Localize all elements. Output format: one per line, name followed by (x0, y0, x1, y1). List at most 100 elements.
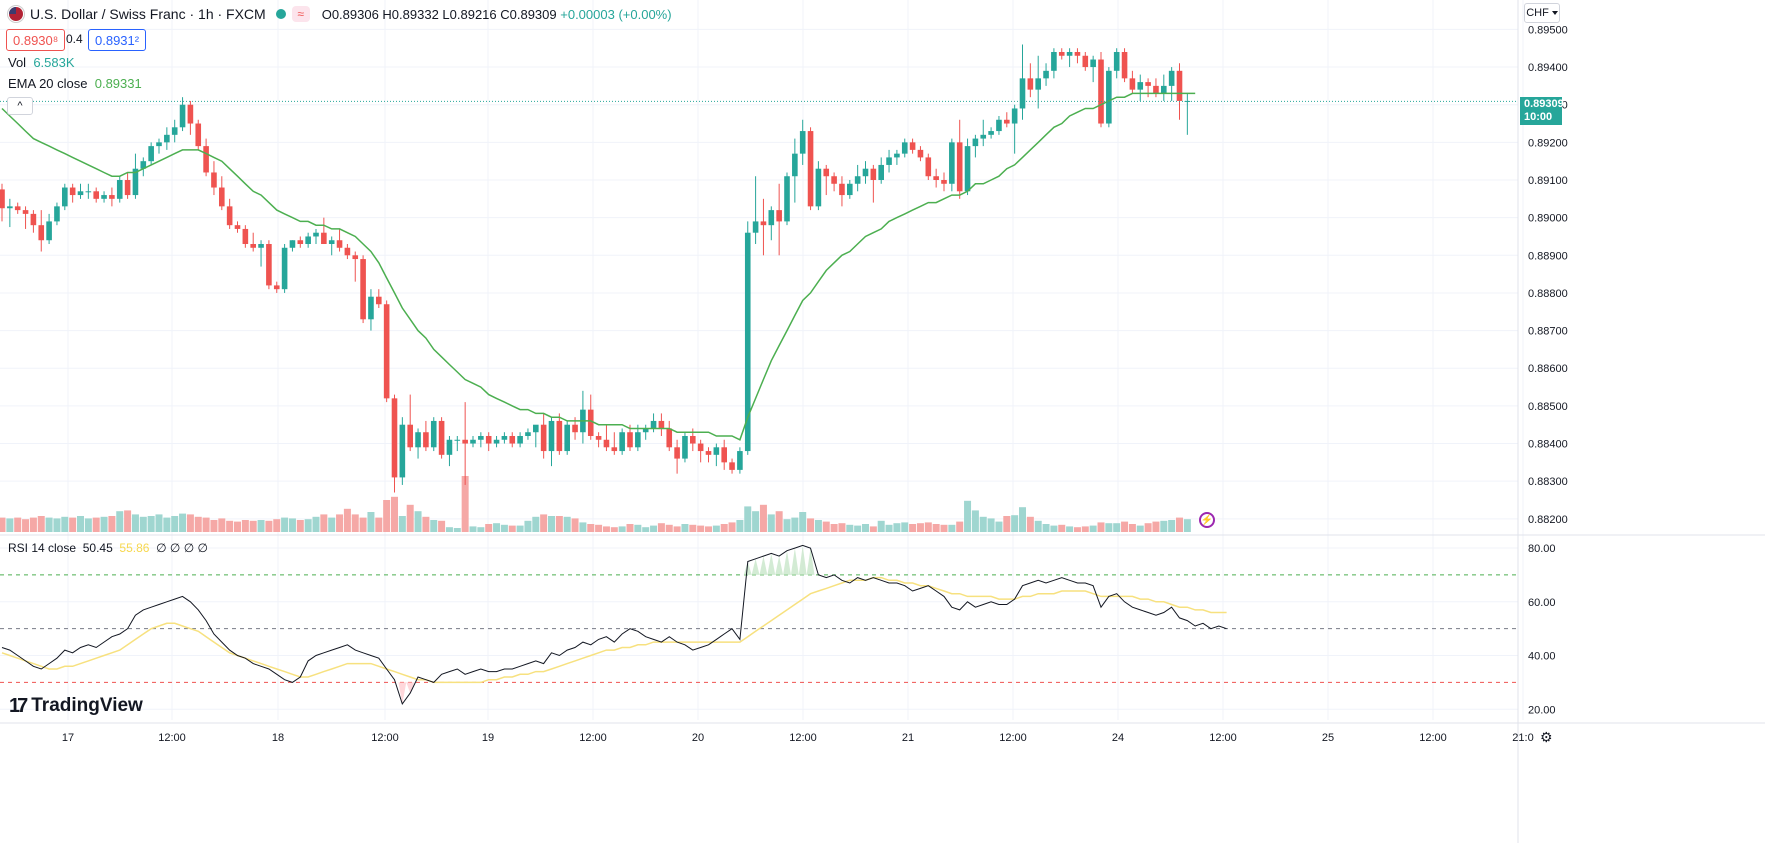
rsi-legend[interactable]: RSI 14 close 50.45 55.86 ∅ ∅ ∅ ∅ (8, 541, 208, 555)
candle-body (611, 447, 618, 452)
rsi-tick-label: 60.00 (1528, 597, 1556, 609)
candle-body (972, 138, 979, 147)
currency-selector[interactable]: CHF (1524, 3, 1560, 23)
candle-body (501, 436, 508, 440)
volume-bar (1081, 526, 1089, 532)
volume-bar (932, 524, 940, 532)
candle-body (572, 424, 578, 433)
tradingview-logo[interactable]: 17 TradingView (9, 692, 143, 720)
volume-bar (579, 522, 587, 532)
symbol-title[interactable]: U.S. Dollar / Swiss Franc · 1h · FXCM (30, 6, 266, 22)
candle-body (595, 436, 602, 440)
rsi-overbought-fill (743, 545, 815, 575)
lightning-icon[interactable]: ⚡ (1199, 512, 1215, 528)
candle-body (752, 221, 759, 233)
candle-body (956, 142, 963, 192)
candle-body (1004, 119, 1010, 124)
candle-body (658, 420, 665, 429)
candle-body (548, 420, 555, 452)
candle-body (988, 131, 994, 135)
candle-body (627, 432, 633, 448)
volume-bar (909, 524, 917, 532)
market-open-dot-icon (275, 9, 286, 19)
candle-body (407, 424, 413, 448)
sell-price-button[interactable]: 0.8930⁸ (6, 29, 66, 51)
candle-body (132, 168, 139, 196)
candle-body (603, 439, 610, 448)
rsi-tick-label: 20.00 (1528, 704, 1556, 716)
collapse-legend-button[interactable]: ^ (7, 97, 33, 115)
volume-bar (1136, 525, 1144, 532)
volume-bar (948, 524, 956, 532)
candle-body (894, 153, 900, 158)
candle-body (713, 447, 720, 455)
volume-bar (1144, 523, 1152, 532)
candle-body (22, 210, 29, 214)
volume-bar (234, 521, 241, 532)
volume-bar (383, 500, 391, 532)
buy-price-button[interactable]: 0.8931² (88, 29, 147, 51)
volume-bar (155, 514, 163, 532)
rsi-ma-value: 55.86 (119, 541, 150, 555)
volume-bar (979, 516, 987, 532)
volume-bar (1168, 520, 1176, 532)
candle-body (1129, 78, 1136, 90)
volume-bar (14, 517, 22, 532)
candle-body (187, 104, 194, 124)
price-tick-label: 0.88900 (1528, 250, 1568, 262)
volume-legend[interactable]: Vol 6.583K (8, 55, 75, 70)
vol-value: 6.583K (33, 55, 75, 70)
candle-body (368, 296, 374, 320)
volume-bar (940, 524, 948, 532)
candle-body (831, 176, 837, 184)
price-tick-label: 0.89500 (1528, 24, 1568, 36)
volume-bar (485, 524, 493, 532)
volume-bar (807, 518, 815, 532)
settings-gear-icon[interactable]: ⚙ (1540, 729, 1553, 745)
ohlc-prefix: O0.89306 H0.89332 L0.89216 C0.89309 (321, 6, 557, 22)
time-tick-label: 12:00 (579, 732, 607, 744)
volume-bar (22, 519, 30, 532)
volume-bar (281, 517, 289, 532)
candle-body (376, 296, 382, 305)
volume-bar (147, 516, 155, 532)
volume-bar (665, 524, 673, 532)
volume-bar (249, 520, 257, 532)
volume-bar (391, 496, 398, 532)
volume-bar (571, 518, 579, 532)
candle-body (266, 244, 272, 286)
volume-bar (752, 511, 760, 532)
volume-bar (705, 526, 712, 532)
ema-legend[interactable]: EMA 20 close 0.89331 (8, 76, 142, 91)
candle-body (109, 195, 115, 199)
candle-body (0, 189, 5, 209)
vol-label: Vol (8, 55, 27, 70)
volume-bar (799, 512, 807, 532)
candle-body (281, 247, 288, 290)
rsi-axis: 80.00 60.00 40.00 20.00 (1528, 543, 1556, 716)
volume-bar (759, 504, 767, 532)
wave-icon[interactable]: ≈ (291, 6, 310, 22)
candle-body (250, 244, 256, 248)
candle-body (807, 131, 814, 207)
candle-body (1161, 85, 1167, 94)
volume-bar (367, 512, 375, 532)
candle-body (1051, 52, 1057, 71)
candle-body (564, 424, 570, 452)
candle-body (839, 183, 845, 196)
logo-mark: 17 (9, 694, 28, 717)
last-price-label: 0.89309 (1524, 98, 1564, 110)
volume-bar (657, 523, 665, 532)
time-tick-label: 12:00 (158, 732, 186, 744)
rsi-tick-label: 80.00 (1528, 543, 1556, 555)
volume-bar (53, 518, 61, 532)
candle-body (674, 447, 680, 459)
price-tick-label: 0.89200 (1528, 137, 1568, 149)
price-tick-label: 0.88500 (1528, 401, 1568, 413)
candle-body (878, 164, 884, 180)
volume-bar (69, 517, 77, 532)
candle-body (1098, 59, 1104, 124)
candle-body (1074, 52, 1081, 56)
volume-bar (500, 524, 508, 532)
